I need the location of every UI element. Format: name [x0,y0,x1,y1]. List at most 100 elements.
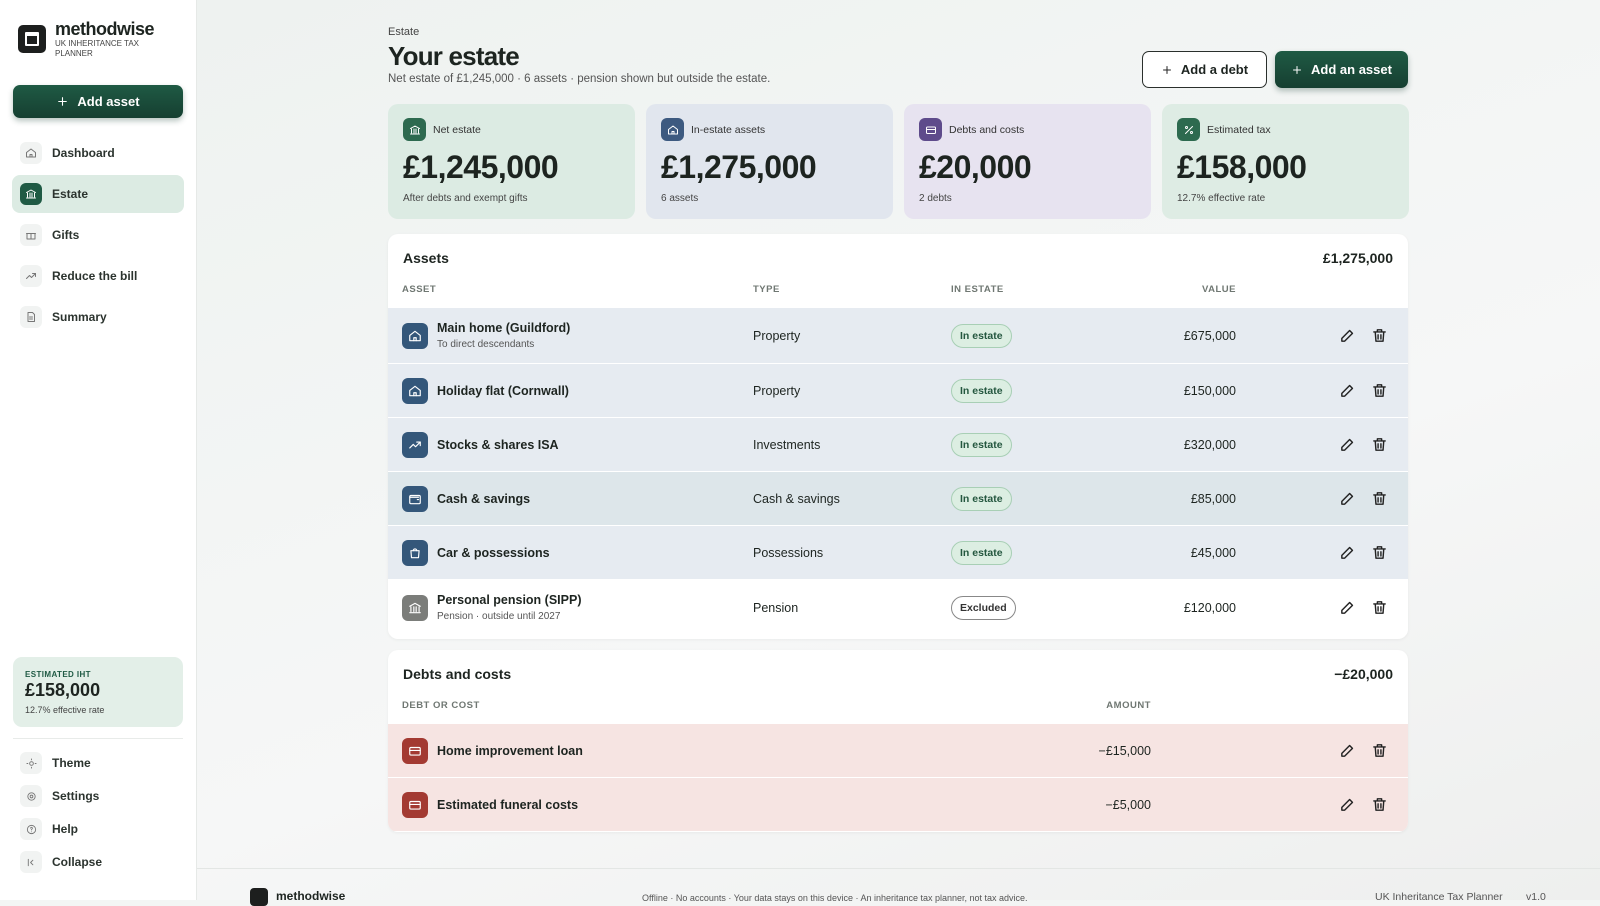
nav-icon [20,752,42,774]
column-header: AMOUNT [1106,700,1151,711]
add-an-asset-button[interactable]: Add an asset [1275,51,1408,88]
delete-button[interactable] [1371,436,1388,458]
delete-button[interactable] [1371,327,1388,349]
edit-button[interactable] [1339,544,1356,566]
edit-button[interactable] [1339,796,1356,818]
label: Add asset [77,94,140,109]
asset-row: Car & possessions Possessions In estate £45… [388,525,1408,579]
nav-item[interactable]: Estate [12,175,184,213]
edit-button[interactable] [1339,436,1356,458]
edit-button[interactable] [1339,742,1356,764]
column-header: VALUE [1202,284,1236,295]
asset-value: £150,000 [1183,384,1236,398]
footer-brand: methodwise [276,889,346,903]
footer-logo [250,888,268,906]
footer-nav-item[interactable]: Help [12,814,184,844]
footer-product: UK Inheritance Tax Planner [1375,891,1503,903]
column-header: IN ESTATE [951,284,1004,295]
card-value: £1,275,000 [661,149,817,185]
asset-icon [402,485,428,512]
footer-version: v1.0 [1526,891,1546,903]
nav-item[interactable]: Summary [12,298,184,336]
delete-button[interactable] [1371,382,1388,404]
divider [13,738,183,739]
column-header: ASSET [402,284,437,295]
nav-label: Summary [52,310,107,324]
edit-button[interactable] [1339,490,1356,512]
column-header: DEBT OR COST [402,700,480,711]
asset-name: Personal pension (SIPP) [437,593,582,607]
debt-name: Home improvement loan [437,744,583,758]
delete-button[interactable] [1371,544,1388,566]
add-debt-button[interactable]: Add a debt [1142,51,1267,88]
nav-icon [20,785,42,807]
debt-amount: −£15,000 [1098,744,1151,758]
stat-card: In-estate assets £1,275,000 6 assets [646,104,893,219]
nav-icon [20,851,42,873]
asset-value: £120,000 [1183,601,1236,615]
debt-icon [402,738,428,764]
asset-icon [402,377,428,404]
debt-amount: −£5,000 [1105,798,1151,812]
card-icon [919,118,942,141]
asset-row: Personal pension (SIPP) Pension · outside… [388,579,1408,635]
stat-card: Debts and costs £20,000 2 debts [904,104,1151,219]
card-icon [403,118,426,141]
nav-label: Help [52,822,79,836]
asset-type: Pension [753,601,799,615]
nav-label: Estate [52,187,89,201]
asset-icon [402,594,428,621]
asset-note: To direct descendants [437,339,535,350]
card-label: In-estate assets [691,124,766,136]
asset-row: Holiday flat (Cornwall) Property In estate… [388,363,1408,417]
debts-panel: Debts and costs −£20,000 DEBT OR COST AMOUN… [388,650,1408,832]
status-pill: Excluded [951,596,1016,620]
nav-label: Collapse [52,855,103,869]
edit-button[interactable] [1339,327,1356,349]
brand: methodwise [55,19,155,39]
nav-label: Gifts [52,228,80,242]
nav-item[interactable]: Reduce the bill [12,257,184,295]
debt-icon [402,792,428,818]
iht-label: ESTIMATED IHT [25,670,91,679]
delete-button[interactable] [1371,796,1388,818]
card-note: 2 debts [919,193,952,204]
footer-nav-item[interactable]: Settings [12,781,184,811]
asset-value: £85,000 [1190,492,1236,506]
asset-icon [402,431,428,458]
nav-item[interactable]: Gifts [12,216,184,254]
card-label: Net estate [433,124,481,136]
footer-nav-item[interactable]: Theme [12,748,184,778]
asset-row: Stocks & shares ISA Investments In estate £… [388,417,1408,471]
page-title: Your estate [388,41,520,71]
asset-name: Holiday flat (Cornwall) [437,384,569,398]
status-pill: In estate [951,541,1012,565]
footer-notice: Offline · No accounts · Your data stays … [642,893,1028,903]
asset-name: Main home (Guildford) [437,321,571,335]
delete-button[interactable] [1371,490,1388,512]
iht-note: 12.7% effective rate [25,705,105,715]
nav-item[interactable]: Dashboard [12,134,184,172]
add-asset-button[interactable]: Add asset [13,85,183,118]
delete-button[interactable] [1371,742,1388,764]
nav-label: Dashboard [52,146,115,160]
edit-button[interactable] [1339,599,1356,621]
asset-type: Property [753,384,801,398]
nav-icon [20,183,42,205]
nav-icon [20,306,42,328]
nav-icon [20,224,42,246]
assets-panel: Assets £1,275,000 ASSET TYPE IN ESTATE VALUE M… [388,234,1408,639]
asset-name: Car & possessions [437,546,550,560]
status-pill: In estate [951,379,1012,403]
card-note: 12.7% effective rate [1177,193,1266,204]
logo [18,25,46,53]
card-label: Debts and costs [949,124,1025,136]
delete-button[interactable] [1371,599,1388,621]
nav-icon [20,265,42,287]
panel-title: Assets [403,250,449,266]
asset-type: Cash & savings [753,492,840,506]
footer-nav-item[interactable]: Collapse [12,847,184,877]
nav-icon [20,142,42,164]
edit-button[interactable] [1339,382,1356,404]
status-pill: In estate [951,324,1012,348]
